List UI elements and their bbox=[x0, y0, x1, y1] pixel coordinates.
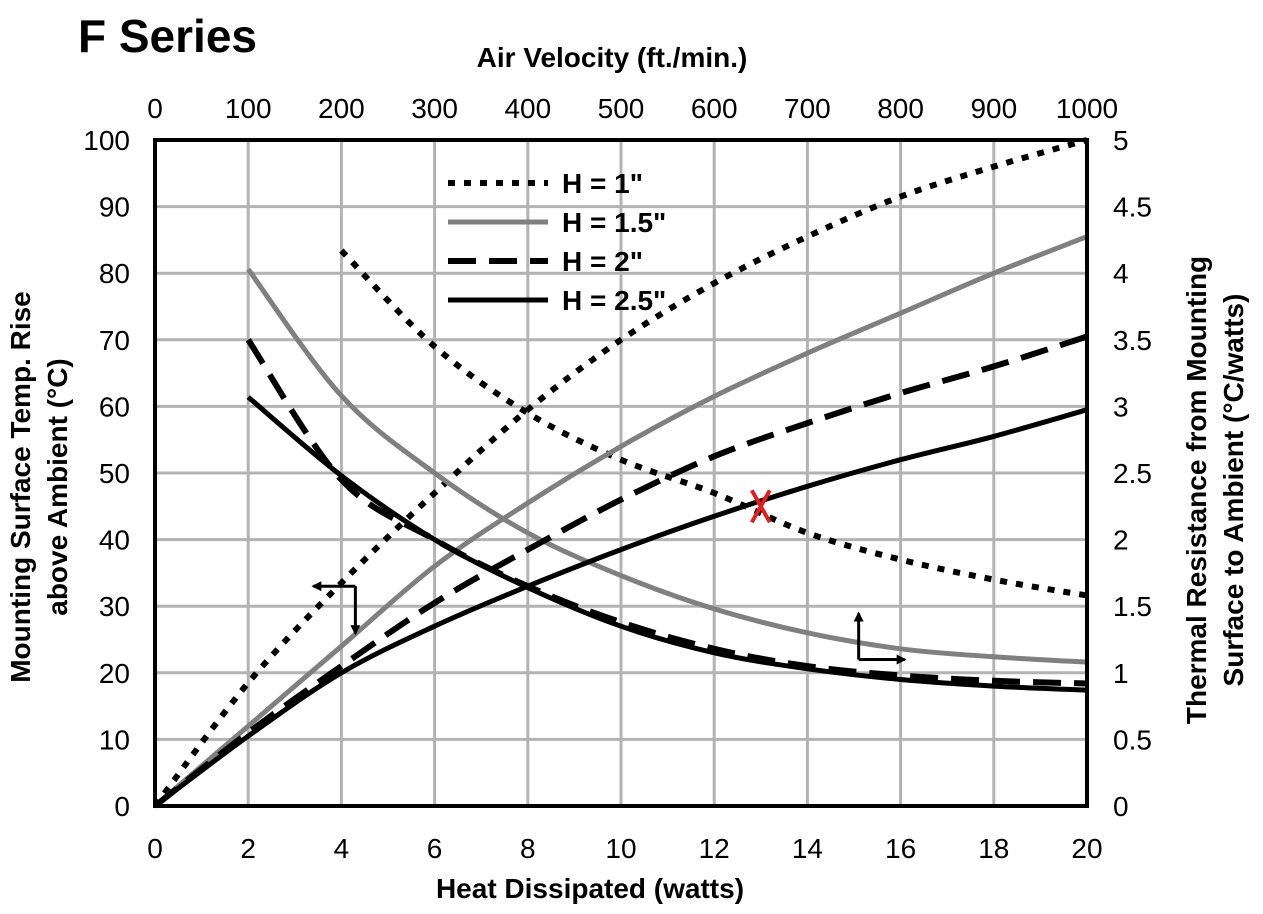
y-left-tick-label: 10 bbox=[99, 724, 130, 755]
x-bottom-tick-label: 16 bbox=[885, 833, 916, 864]
x-top-tick-label: 1000 bbox=[1056, 93, 1118, 124]
x-top-tick-label: 600 bbox=[691, 93, 738, 124]
plot-frame bbox=[153, 138, 1089, 808]
top-axis-title: Air Velocity (ft./min.) bbox=[477, 42, 748, 73]
x-bottom-tick-label: 4 bbox=[334, 833, 350, 864]
legend-label-4: H = 2.5" bbox=[562, 285, 666, 316]
legend-label-3: H = 2" bbox=[562, 246, 643, 277]
x-top-tick-label: 700 bbox=[784, 93, 831, 124]
x-bottom-tick-label: 20 bbox=[1071, 833, 1102, 864]
x-top-tick-label: 200 bbox=[318, 93, 365, 124]
y-left-tick-label: 100 bbox=[83, 125, 130, 156]
y-right-tick-label: 1 bbox=[1113, 658, 1129, 689]
legend-label-2: H = 1.5" bbox=[562, 207, 666, 238]
series-2-thermal-resistance-line bbox=[246, 267, 1088, 665]
red-x-mark bbox=[750, 489, 772, 524]
x-top-tick-label: 500 bbox=[598, 93, 645, 124]
y-right-tick-label: 1.5 bbox=[1113, 591, 1152, 622]
series-lines bbox=[152, 137, 1088, 809]
x-bottom-tick-label: 2 bbox=[240, 833, 256, 864]
annotations bbox=[311, 489, 907, 665]
y-left-tick-label: 20 bbox=[99, 658, 130, 689]
series-1-thermal-resistance-line bbox=[339, 248, 1088, 599]
x-top-tick-label: 400 bbox=[504, 93, 551, 124]
series-4-temp-rise-line bbox=[153, 407, 1088, 808]
y-right-tick-label: 4.5 bbox=[1113, 192, 1152, 223]
left-axis-arrow-marker bbox=[311, 581, 361, 636]
x-bottom-tick-label: 6 bbox=[427, 833, 443, 864]
series-3-temp-rise-line bbox=[153, 333, 1088, 809]
y-left-tick-label: 30 bbox=[99, 591, 130, 622]
y-left-tick-label: 0 bbox=[114, 791, 130, 822]
series-4-thermal-resistance-line bbox=[246, 395, 1088, 693]
y-left-tick-label: 50 bbox=[99, 458, 130, 489]
x-top-tick-label: 300 bbox=[411, 93, 458, 124]
x-bottom-tick-label: 0 bbox=[147, 833, 163, 864]
y-left-tick-label: 90 bbox=[99, 192, 130, 223]
y-left-tick-label: 80 bbox=[99, 258, 130, 289]
y-right-tick-label: 3 bbox=[1113, 391, 1129, 422]
x-top-tick-label: 100 bbox=[225, 93, 272, 124]
legend-label-1: H = 1" bbox=[562, 168, 643, 199]
series-3-thermal-resistance-line bbox=[245, 338, 1088, 687]
legend: H = 1" H = 1.5" H = 2" H = 2.5" bbox=[448, 168, 666, 316]
y-right-tick-label: 0.5 bbox=[1113, 724, 1152, 755]
x-bottom-tick-label: 12 bbox=[699, 833, 730, 864]
y-left-tick-label: 40 bbox=[99, 525, 130, 556]
chart-title: F Series bbox=[78, 10, 257, 62]
y-left-tick-label: 60 bbox=[99, 391, 130, 422]
y-right-tick-label: 2.5 bbox=[1113, 458, 1152, 489]
x-top-tick-label: 900 bbox=[970, 93, 1017, 124]
right-axis-arrow-marker bbox=[853, 611, 907, 665]
tick-labels: 0 2 4 6 8 10 12 14 16 18 200 100 200 300 400 500 600 700 8… bbox=[83, 93, 1152, 864]
y-left-tick-label: 70 bbox=[99, 325, 130, 356]
x-bottom-tick-label: 8 bbox=[520, 833, 536, 864]
y-right-tick-label: 5 bbox=[1113, 125, 1129, 156]
series-2-temp-rise-line bbox=[153, 234, 1088, 808]
x-bottom-tick-label: 10 bbox=[605, 833, 636, 864]
y-right-tick-label: 0 bbox=[1113, 791, 1129, 822]
x-top-tick-label: 0 bbox=[147, 93, 163, 124]
y-right-tick-label: 2 bbox=[1113, 525, 1129, 556]
x-top-tick-label: 800 bbox=[877, 93, 924, 124]
y-right-tick-label: 3.5 bbox=[1113, 325, 1152, 356]
left-axis-title-line2: above Ambient (°C) bbox=[42, 358, 73, 616]
right-axis-title-line1: Thermal Resistance from Mounting bbox=[1181, 256, 1212, 724]
bottom-axis-title: Heat Dissipated (watts) bbox=[436, 873, 744, 904]
series-1-temp-rise-line bbox=[152, 137, 1088, 808]
x-bottom-tick-label: 18 bbox=[978, 833, 1009, 864]
left-axis-title-line1: Mounting Surface Temp. Rise bbox=[5, 291, 36, 683]
x-bottom-tick-label: 14 bbox=[792, 833, 823, 864]
y-right-tick-label: 4 bbox=[1113, 258, 1129, 289]
right-axis-title-line2: Surface to Ambient (°C/watts) bbox=[1218, 294, 1249, 687]
